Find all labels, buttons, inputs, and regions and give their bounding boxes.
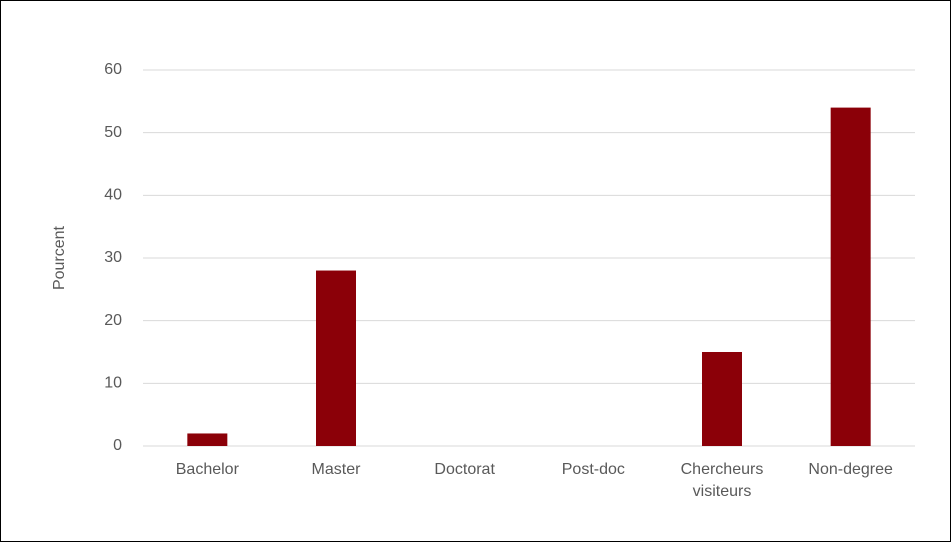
- bar: [316, 270, 356, 446]
- x-tick-label: Master: [311, 461, 361, 478]
- y-tick-label: 20: [104, 312, 122, 329]
- x-tick-label: Post-doc: [561, 461, 625, 478]
- y-tick-label: 40: [104, 187, 122, 204]
- y-tick-label: 60: [104, 61, 122, 78]
- x-tick-label: Bachelor: [175, 461, 239, 478]
- x-tick-label: Chercheurs visiteurs: [680, 461, 764, 500]
- y-tick-label: 30: [104, 249, 122, 266]
- y-tick-label: 0: [113, 437, 122, 454]
- bar: [702, 352, 742, 446]
- y-tick-label: 50: [104, 124, 122, 141]
- y-tick-label: 10: [104, 375, 122, 392]
- x-tick-label: Doctorat: [434, 461, 495, 478]
- x-tick-label: Non-degree: [808, 461, 893, 478]
- bar: [187, 433, 228, 446]
- y-axis-label: Pourcent: [51, 225, 68, 290]
- bar: [830, 107, 871, 446]
